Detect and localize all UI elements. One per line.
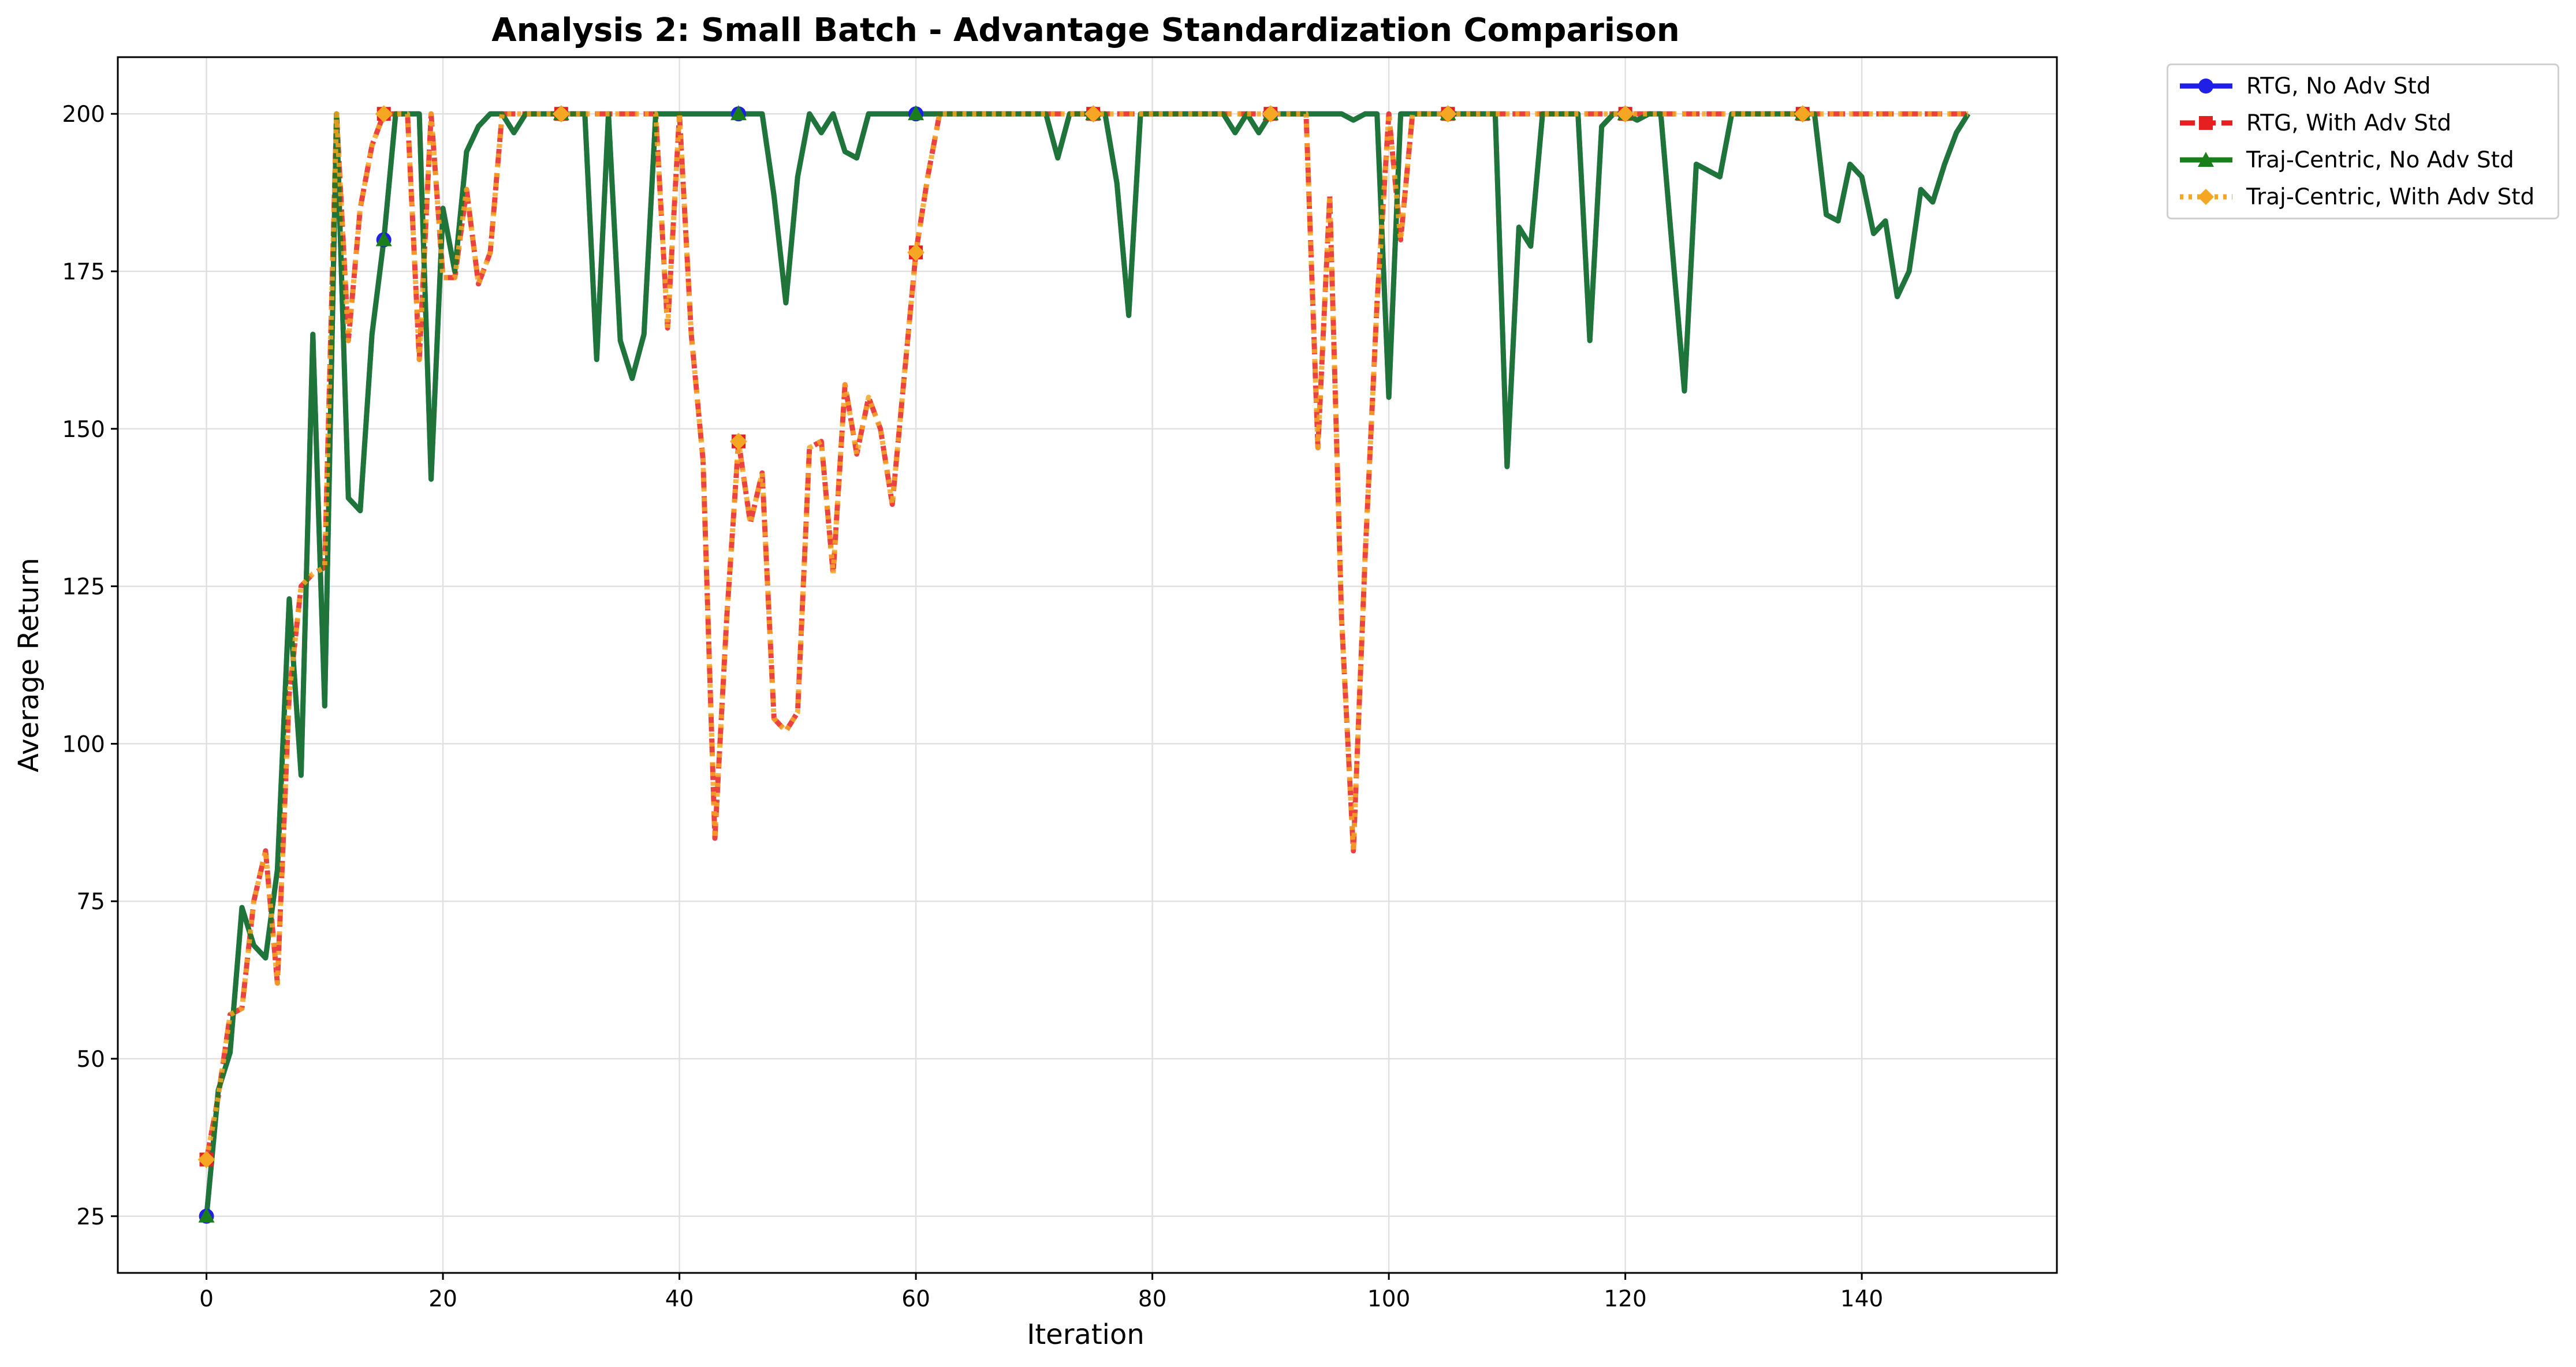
marker-layer [197,105,1811,1224]
legend-label-traj-with-adv-std: Traj-Centric, With Adv Std [2246,184,2535,210]
data-point-traj-centric-no-adv-std [198,1207,215,1223]
grid [118,57,2057,1273]
data-point-traj-centric-with-adv-std [907,244,925,262]
y-tick-label: 75 [76,889,105,915]
plot-frame [117,56,2058,1274]
data-point-traj-centric-no-adv-std [375,231,392,246]
y-axis-label: Average Return [13,558,45,772]
y-tick-label: 150 [62,417,105,443]
y-tick-label: 25 [76,1204,105,1230]
x-tick-label: 40 [665,1286,694,1312]
x-tick-label: 80 [1138,1286,1167,1312]
data-point-traj-centric-with-adv-std [729,432,747,450]
legend-swatch-rtg-with-adv-std [2180,116,2232,130]
series-line-traj-centric-no-adv-std [204,111,1971,1217]
x-tick-label: 120 [1604,1286,1646,1312]
y-tick-label: 175 [62,259,105,285]
y-tick-label: 200 [62,102,105,128]
data-point-traj-centric-with-adv-std [375,105,393,123]
legend-swatch-rtg-no-adv-std [2180,79,2232,94]
x-tick-label: 100 [1367,1286,1410,1312]
x-tick-label: 140 [1840,1286,1883,1312]
series-line-rtg-no-adv-std [204,111,1971,1217]
x-tick-label: 60 [901,1286,930,1312]
legend-label-traj-no-adv-std: Traj-Centric, No Adv Std [2246,147,2514,173]
y-tick-label: 125 [62,574,105,600]
data-point-traj-centric-no-adv-std [730,105,747,121]
axis-ticks: 0 20 40 60 80 100 120 140 25 50 75 100 125 150 175 200 [62,102,1884,1312]
legend-item-rtg-with-adv-std: RTG, With Adv Std [2179,106,2451,140]
legend-item-traj-no-adv-std: Traj-Centric, No Adv Std [2179,143,2514,177]
data-point-traj-centric-with-adv-std [1084,105,1102,123]
series-layer [204,111,1971,1217]
legend-swatch-traj-no-adv-std [2180,152,2232,167]
legend-item-traj-with-adv-std: Traj-Centric, With Adv Std [2179,180,2534,214]
legend-swatch-traj-with-adv-std [2180,189,2232,205]
data-point-traj-centric-with-adv-std [1794,105,1811,123]
data-point-traj-centric-with-adv-std [1262,105,1280,123]
data-point-traj-centric-with-adv-std [1439,105,1457,123]
x-axis-label: Iteration [1027,1319,1145,1351]
data-point-traj-centric-with-adv-std [1616,105,1634,123]
data-point-traj-centric-with-adv-std [552,105,570,123]
y-tick-label: 50 [76,1047,105,1073]
legend-label-rtg-no-adv-std: RTG, No Adv Std [2246,73,2431,99]
x-tick-label: 0 [199,1286,214,1312]
legend: RTG, No Adv Std RTG, With Adv Std Traj-C… [2167,64,2559,219]
chart-title: Analysis 2: Small Batch - Advantage Stan… [491,12,1680,49]
data-point-traj-centric-with-adv-std [197,1151,215,1168]
x-tick-label: 20 [428,1286,457,1312]
y-tick-label: 100 [62,731,105,757]
data-point-traj-centric-no-adv-std [908,105,924,121]
series-line-traj-centric-with-adv-std [204,111,1969,1160]
legend-label-rtg-with-adv-std: RTG, With Adv Std [2246,110,2452,136]
legend-item-rtg-no-adv-std: RTG, No Adv Std [2179,69,2431,103]
